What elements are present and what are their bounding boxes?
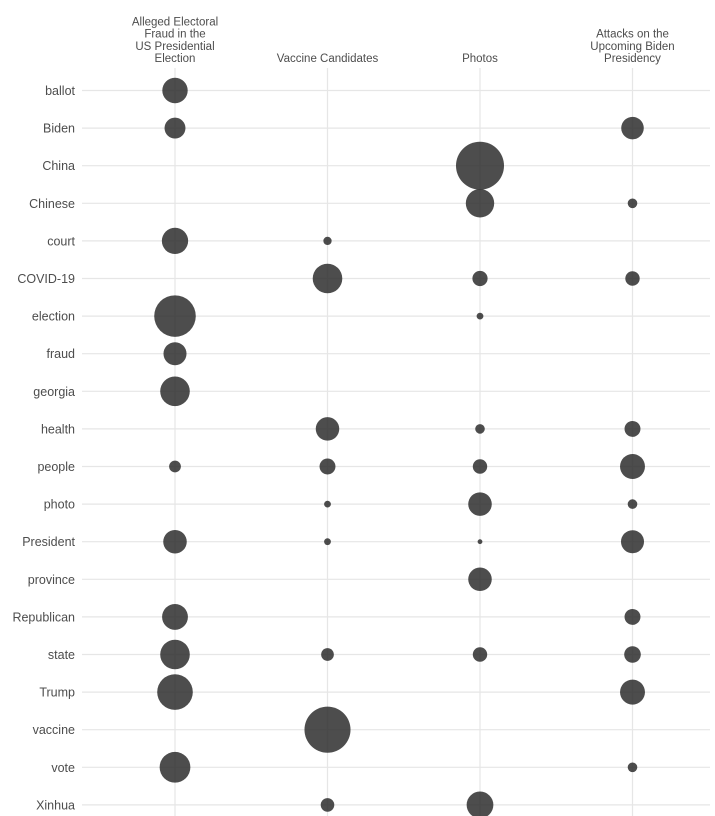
column-label-line: Vaccine Candidates [277,53,379,65]
bubble-fraud-fraud [163,342,187,366]
bubble-election-fraud [154,295,196,337]
bubble-covid-19-biden [625,271,640,286]
bubble-province-photos [468,567,492,592]
row-label: Republican [12,610,75,624]
bubble-trump-fraud [157,674,193,710]
bubble-people-vaccine [319,458,336,475]
column-label-line: Photos [462,53,498,65]
column-label-line: Attacks on the [596,29,669,41]
bubble-president-fraud [163,529,187,554]
bubble-photo-biden [627,499,638,509]
bubble-republican-fraud [162,603,188,630]
bubble-people-photos [472,459,488,474]
row-label: vote [51,761,75,775]
bubble-chinese-photos [465,189,495,218]
row-label: state [48,648,75,662]
bubble-republican-biden [624,608,641,625]
bubble-state-vaccine [321,648,334,661]
bubble-court-vaccine [323,236,332,246]
bubble-president-photos [477,539,483,545]
bubble-health-biden [624,420,641,437]
row-label: georgia [33,385,75,399]
row-label: court [47,234,75,248]
bubble-georgia-fraud [160,376,190,407]
column-label-line: Presidency [604,53,661,65]
bubble-biden-biden [621,116,644,140]
bubble-chinese-biden [627,198,638,209]
column-label-line: US Presidential [135,41,214,53]
bubble-ballot-fraud [162,77,188,104]
bubbles [154,77,645,816]
bubble-vote-fraud [159,751,191,783]
bubble-vote-biden [627,762,638,773]
column-label-line: Alleged Electoral [132,16,218,28]
bubble-photo-photos [468,492,492,516]
row-label: vaccine [33,723,75,737]
bubble-election-photos [476,312,484,320]
bubble-photo-vaccine [324,500,331,508]
row-label: photo [44,498,75,512]
column-label-line: Fraud in the [144,29,205,41]
row-label: election [32,310,75,324]
bubble-china-photos [456,141,504,190]
bubble-court-fraud [161,227,189,255]
bubble-people-biden [620,454,645,479]
bubble-state-biden [624,646,641,663]
bubble-covid-19-vaccine [312,263,343,294]
bubble-state-photos [472,647,488,662]
bubble-health-vaccine [315,417,340,441]
column-label-line: Election [155,53,196,65]
row-label: province [28,573,75,587]
column-label-line: Upcoming Biden [590,41,674,53]
bubble-trump-biden [620,679,645,705]
row-label: President [22,535,75,549]
row-label: COVID-19 [17,272,75,286]
bubble-state-fraud [160,639,190,670]
bubble-xinhua-photos [466,791,494,816]
row-label: Trump [39,686,75,700]
row-labels: ballot Biden China Chinese court COVID-19 elec… [12,84,75,812]
bubble-president-biden [620,530,645,554]
grid-lines [82,68,710,816]
row-label: ballot [45,84,75,98]
bubble-people-fraud [169,460,181,473]
row-label: fraud [47,347,76,361]
bubble-covid-19-photos [472,270,488,287]
row-label: China [42,159,75,173]
bubble-health-photos [475,424,485,434]
row-label: Chinese [29,197,75,211]
bubble-xinhua-vaccine [320,798,335,812]
row-label: Biden [43,122,75,136]
bubble-president-vaccine [324,538,331,546]
bubble-vaccine-vaccine [304,706,351,753]
row-label: Xinhua [36,798,75,812]
row-label: health [41,422,75,436]
row-label: people [37,460,75,474]
bubble-biden-fraud [164,117,186,139]
